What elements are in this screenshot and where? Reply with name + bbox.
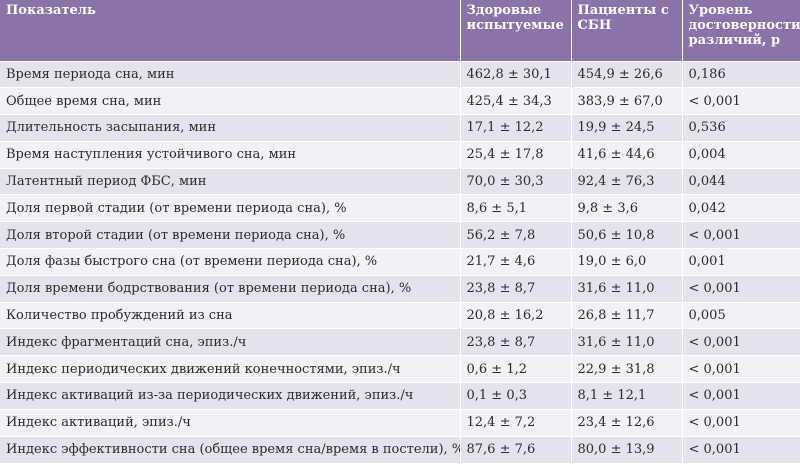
table-row: Индекс фрагментаций сна, эпиз./ч 23,8 ± 8…	[0, 328, 800, 356]
cell-patient-value: 22,9 ± 31,8	[571, 355, 683, 383]
cell-p-value: 0,042	[682, 194, 800, 222]
cell-healthy-value: 21,7 ± 4,6	[460, 248, 572, 276]
cell-p-value: < 0,001	[682, 221, 800, 249]
cell-p-value: < 0,001	[682, 382, 800, 410]
cell-parameter: Латентный период ФБС, мин	[0, 167, 461, 195]
cell-patient-value: 8,1 ± 12,1	[571, 382, 683, 410]
cell-patient-value: 26,8 ± 11,7	[571, 301, 683, 329]
cell-parameter: Количество пробуждений из сна	[0, 301, 461, 329]
table-row: Количество пробуждений из сна 20,8 ± 16,2…	[0, 301, 800, 329]
header-significance: Уровень достоверности различий, р	[682, 0, 800, 61]
table-row: Время наступления устойчивого сна, мин 25…	[0, 140, 800, 169]
cell-patient-value: 80,0 ± 13,9	[571, 435, 683, 463]
cell-parameter: Доля первой стадии (от времени периода с…	[0, 194, 461, 222]
cell-p-value: 0,044	[682, 167, 800, 195]
cell-healthy-value: 25,4 ± 17,8	[460, 140, 572, 169]
cell-healthy-value: 70,0 ± 30,3	[460, 167, 572, 195]
cell-patient-value: 19,0 ± 6,0	[571, 248, 683, 276]
header-row: Показатель Здоровые испытуемые Пациенты …	[0, 0, 800, 61]
cell-p-value: 0,005	[682, 301, 800, 329]
cell-p-value: < 0,001	[682, 274, 800, 303]
cell-parameter: Время периода сна, мин	[0, 60, 461, 88]
header-healthy-subjects: Здоровые испытуемые	[460, 0, 572, 61]
cell-p-value: < 0,001	[682, 408, 800, 437]
table-row: Время периода сна, мин 462,8 ± 30,1 454,9 …	[0, 60, 800, 88]
cell-parameter: Доля второй стадии (от времени периода с…	[0, 221, 461, 249]
cell-patient-value: 23,4 ± 12,6	[571, 408, 683, 437]
cell-p-value: 0,536	[682, 114, 800, 142]
cell-patient-value: 9,8 ± 3,6	[571, 194, 683, 222]
table-body: Время периода сна, мин 462,8 ± 30,1 454,9 …	[0, 60, 800, 463]
cell-p-value: < 0,001	[682, 355, 800, 383]
table-row: Индекс периодических движений конечностя…	[0, 355, 800, 383]
header-patients: Пациенты с СБН	[571, 0, 683, 61]
cell-patient-value: 454,9 ± 26,6	[571, 60, 683, 88]
cell-parameter: Доля фазы быстрого сна (от времени перио…	[0, 248, 461, 276]
table-row: Латентный период ФБС, мин 70,0 ± 30,3 92,4…	[0, 167, 800, 195]
cell-parameter: Общее время сна, мин	[0, 87, 461, 115]
cell-healthy-value: 0,6 ± 1,2	[460, 355, 572, 383]
cell-patient-value: 92,4 ± 76,3	[571, 167, 683, 195]
cell-healthy-value: 0,1 ± 0,3	[460, 382, 572, 410]
cell-parameter: Индекс активаций из-за периодических дви…	[0, 382, 461, 410]
table-row: Индекс эффективности сна (общее время сн…	[0, 435, 800, 463]
cell-p-value: < 0,001	[682, 328, 800, 356]
cell-patient-value: 19,9 ± 24,5	[571, 114, 683, 142]
cell-healthy-value: 12,4 ± 7,2	[460, 408, 572, 437]
cell-healthy-value: 87,6 ± 7,6	[460, 435, 572, 463]
cell-parameter: Индекс активаций, эпиз./ч	[0, 408, 461, 437]
header-parameter: Показатель	[0, 0, 461, 61]
cell-patient-value: 50,6 ± 10,8	[571, 221, 683, 249]
cell-p-value: < 0,001	[682, 87, 800, 115]
cell-parameter: Доля времени бодрствования (от времени п…	[0, 274, 461, 303]
table-row: Доля второй стадии (от времени периода с…	[0, 221, 800, 249]
table-header: Показатель Здоровые испытуемые Пациенты …	[0, 0, 800, 61]
cell-healthy-value: 56,2 ± 7,8	[460, 221, 572, 249]
cell-healthy-value: 23,8 ± 8,7	[460, 274, 572, 303]
table-row: Доля первой стадии (от времени периода с…	[0, 194, 800, 222]
table-row: Длительность засыпания, мин 17,1 ± 12,2 19…	[0, 114, 800, 142]
cell-healthy-value: 8,6 ± 5,1	[460, 194, 572, 222]
cell-p-value: 0,001	[682, 248, 800, 276]
cell-patient-value: 383,9 ± 67,0	[571, 87, 683, 115]
cell-patient-value: 31,6 ± 11,0	[571, 328, 683, 356]
cell-parameter: Индекс периодических движений конечностя…	[0, 355, 461, 383]
cell-patient-value: 31,6 ± 11,0	[571, 274, 683, 303]
cell-p-value: 0,186	[682, 60, 800, 88]
cell-healthy-value: 23,8 ± 8,7	[460, 328, 572, 356]
table-row: Доля фазы быстрого сна (от времени перио…	[0, 248, 800, 276]
cell-parameter: Индекс фрагментаций сна, эпиз./ч	[0, 328, 461, 356]
table-row: Индекс активаций из-за периодических дви…	[0, 382, 800, 410]
cell-healthy-value: 462,8 ± 30,1	[460, 60, 572, 88]
cell-healthy-value: 425,4 ± 34,3	[460, 87, 572, 115]
cell-parameter: Длительность засыпания, мин	[0, 114, 461, 142]
cell-parameter: Время наступления устойчивого сна, мин	[0, 140, 461, 169]
table-row: Индекс активаций, эпиз./ч 12,4 ± 7,2 23,4 …	[0, 408, 800, 437]
cell-healthy-value: 20,8 ± 16,2	[460, 301, 572, 329]
cell-parameter: Индекс эффективности сна (общее время сн…	[0, 435, 461, 463]
cell-p-value: < 0,001	[682, 435, 800, 463]
table-row: Доля времени бодрствования (от времени п…	[0, 274, 800, 303]
cell-healthy-value: 17,1 ± 12,2	[460, 114, 572, 142]
cell-p-value: 0,004	[682, 140, 800, 169]
cell-patient-value: 41,6 ± 44,6	[571, 140, 683, 169]
table-row: Общее время сна, мин 425,4 ± 34,3 383,9 ± …	[0, 87, 800, 115]
